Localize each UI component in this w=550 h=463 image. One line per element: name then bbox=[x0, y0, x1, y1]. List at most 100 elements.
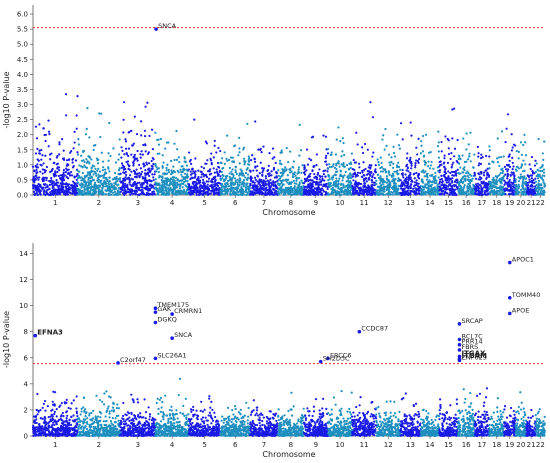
data-point bbox=[108, 183, 111, 186]
data-point bbox=[221, 167, 224, 170]
data-point bbox=[205, 180, 208, 183]
data-point bbox=[55, 179, 58, 182]
data-point bbox=[105, 189, 108, 192]
data-point bbox=[139, 183, 142, 186]
data-point bbox=[384, 168, 387, 171]
data-point bbox=[522, 193, 525, 196]
data-point bbox=[237, 193, 240, 197]
data-point bbox=[212, 192, 215, 195]
data-point bbox=[275, 172, 279, 175]
data-point bbox=[123, 165, 126, 168]
data-point bbox=[476, 182, 480, 185]
data-point bbox=[325, 191, 328, 195]
data-point bbox=[451, 174, 454, 177]
data-point bbox=[60, 187, 64, 190]
data-point bbox=[443, 170, 446, 174]
data-point bbox=[509, 173, 512, 176]
data-point bbox=[297, 184, 301, 188]
data-point bbox=[421, 150, 425, 153]
data-point bbox=[85, 158, 88, 161]
data-point bbox=[140, 182, 144, 185]
data-point bbox=[371, 176, 374, 179]
data-point bbox=[318, 181, 321, 184]
data-point bbox=[392, 181, 396, 185]
data-point bbox=[367, 186, 370, 189]
data-point bbox=[113, 171, 117, 175]
data-point bbox=[118, 168, 121, 172]
data-point bbox=[89, 183, 92, 186]
y-tick-label: 2.5 bbox=[17, 116, 28, 124]
data-point bbox=[53, 188, 57, 191]
data-point bbox=[244, 176, 247, 179]
data-point bbox=[273, 156, 276, 159]
data-point bbox=[268, 172, 271, 175]
data-point bbox=[95, 157, 99, 160]
data-point bbox=[521, 170, 525, 173]
data-point bbox=[213, 190, 216, 193]
data-point bbox=[324, 135, 328, 138]
data-point bbox=[286, 178, 289, 181]
data-point bbox=[334, 181, 338, 185]
data-point bbox=[524, 141, 527, 144]
data-point bbox=[327, 184, 330, 187]
data-point bbox=[76, 95, 79, 98]
data-point bbox=[272, 180, 275, 183]
data-point bbox=[495, 180, 498, 184]
data-point bbox=[46, 405, 49, 408]
data-point bbox=[148, 174, 151, 178]
data-point bbox=[489, 182, 492, 185]
data-point bbox=[61, 185, 65, 188]
data-point bbox=[232, 192, 235, 195]
data-point bbox=[188, 151, 191, 154]
data-point bbox=[498, 156, 501, 159]
data-point bbox=[264, 177, 268, 180]
data-point bbox=[247, 187, 250, 190]
data-point bbox=[97, 178, 100, 181]
data-point bbox=[50, 193, 53, 196]
data-point bbox=[147, 151, 150, 154]
data-point bbox=[466, 174, 469, 177]
data-point bbox=[165, 191, 169, 194]
data-point bbox=[187, 168, 190, 171]
data-point bbox=[229, 156, 233, 159]
data-point bbox=[406, 163, 409, 166]
data-point bbox=[417, 173, 421, 176]
data-point bbox=[436, 186, 439, 189]
data-point bbox=[349, 183, 352, 186]
data-point bbox=[297, 187, 300, 190]
data-point bbox=[447, 170, 450, 173]
data-point bbox=[326, 185, 330, 189]
data-point bbox=[174, 183, 177, 187]
data-point bbox=[90, 169, 93, 172]
data-point bbox=[83, 164, 86, 167]
data-point bbox=[95, 185, 98, 188]
data-point bbox=[51, 186, 54, 189]
data-point bbox=[204, 192, 207, 195]
data-point bbox=[67, 177, 70, 180]
data-point bbox=[139, 120, 143, 123]
data-point bbox=[332, 163, 335, 166]
data-point bbox=[324, 193, 327, 196]
data-point bbox=[242, 193, 245, 196]
data-point bbox=[129, 129, 133, 133]
data-point bbox=[315, 176, 319, 179]
data-point bbox=[85, 175, 88, 178]
data-point bbox=[419, 193, 423, 196]
data-point bbox=[342, 165, 345, 168]
data-point bbox=[410, 134, 413, 137]
data-point bbox=[38, 152, 41, 155]
data-point bbox=[430, 160, 433, 164]
data-point bbox=[32, 187, 35, 190]
data-point bbox=[37, 183, 40, 186]
data-point bbox=[167, 187, 170, 190]
data-point bbox=[64, 189, 67, 193]
data-point bbox=[468, 152, 471, 155]
data-point bbox=[327, 173, 330, 176]
data-point bbox=[212, 167, 215, 170]
data-point bbox=[270, 183, 274, 186]
data-point bbox=[461, 181, 464, 184]
data-point bbox=[255, 185, 258, 188]
data-point bbox=[461, 188, 464, 192]
data-point bbox=[82, 159, 85, 162]
data-point bbox=[304, 180, 307, 183]
